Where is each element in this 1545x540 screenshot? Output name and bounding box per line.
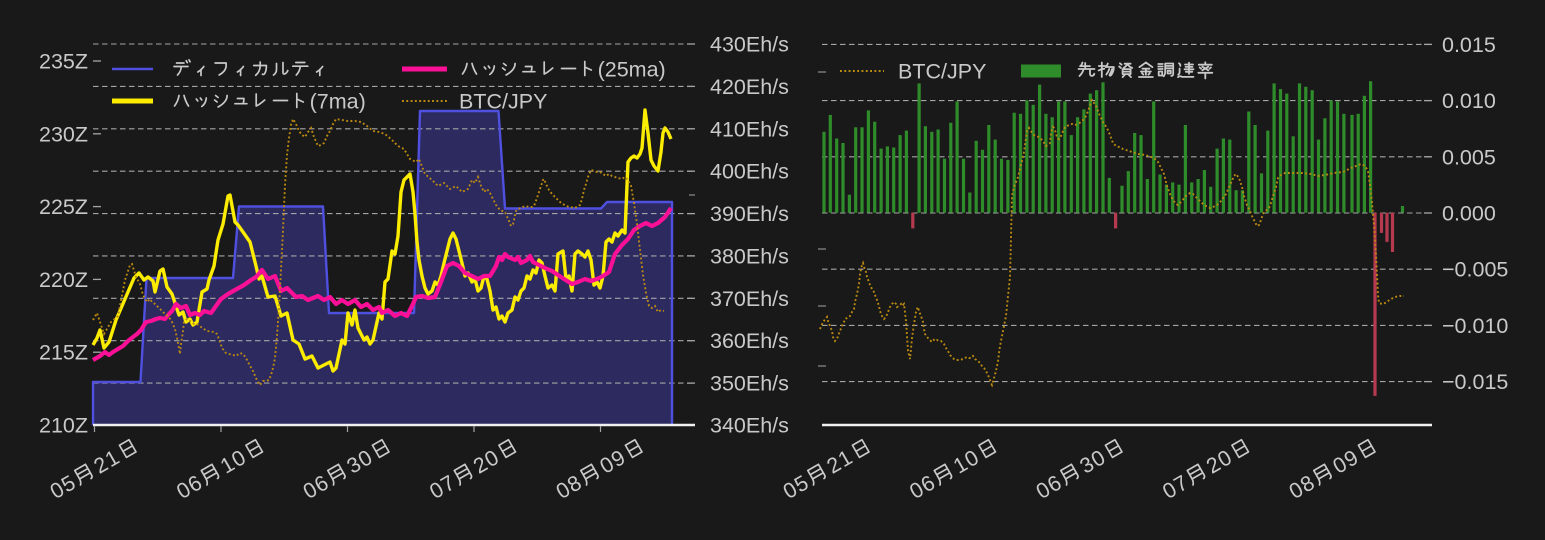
svg-text:380Eh/s: 380Eh/s bbox=[710, 244, 789, 268]
svg-text:0.010: 0.010 bbox=[1442, 89, 1496, 113]
svg-text:420Eh/s: 420Eh/s bbox=[710, 75, 789, 99]
svg-text:370Eh/s: 370Eh/s bbox=[710, 287, 789, 311]
svg-text:430Eh/s: 430Eh/s bbox=[710, 33, 789, 57]
svg-text:0.015: 0.015 bbox=[1442, 33, 1496, 57]
svg-text:(7ma): (7ma) bbox=[310, 90, 366, 114]
svg-text:BTC/JPY: BTC/JPY bbox=[459, 90, 547, 114]
svg-text:0.000: 0.000 bbox=[1442, 202, 1496, 226]
svg-text:410Eh/s: 410Eh/s bbox=[710, 117, 789, 141]
svg-text:−0.005: −0.005 bbox=[1442, 258, 1508, 282]
svg-text:350Eh/s: 350Eh/s bbox=[710, 372, 789, 396]
svg-text:360Eh/s: 360Eh/s bbox=[710, 329, 789, 353]
svg-text:225Z: 225Z bbox=[39, 195, 88, 219]
svg-text:210Z: 210Z bbox=[39, 414, 88, 438]
svg-text:BTC/JPY: BTC/JPY bbox=[898, 60, 986, 84]
svg-text:230Z: 230Z bbox=[39, 122, 88, 146]
svg-text:220Z: 220Z bbox=[39, 268, 88, 292]
svg-text:−0.015: −0.015 bbox=[1442, 370, 1508, 394]
svg-text:340Eh/s: 340Eh/s bbox=[710, 414, 789, 438]
svg-text:215Z: 215Z bbox=[39, 341, 88, 365]
svg-text:(25ma): (25ma) bbox=[598, 58, 666, 82]
svg-text:0.005: 0.005 bbox=[1442, 145, 1496, 169]
svg-text:−0.010: −0.010 bbox=[1442, 314, 1508, 338]
svg-text:400Eh/s: 400Eh/s bbox=[710, 160, 789, 184]
svg-text:390Eh/s: 390Eh/s bbox=[710, 202, 789, 226]
svg-text:235Z: 235Z bbox=[39, 50, 88, 74]
